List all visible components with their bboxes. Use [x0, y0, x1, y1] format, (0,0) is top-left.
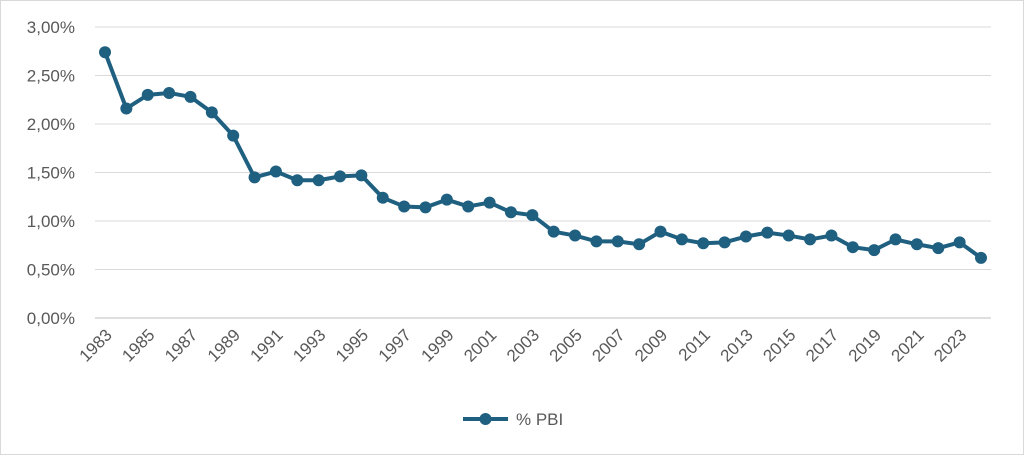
- x-tick-label: 1997: [375, 325, 415, 365]
- data-point: [398, 200, 411, 213]
- data-point: [953, 236, 966, 249]
- y-tick-label: 1,50%: [27, 164, 75, 183]
- x-tick-label: 1983: [76, 325, 116, 365]
- data-point: [975, 251, 987, 264]
- data-point: [99, 46, 111, 59]
- series-line: [103, 51, 983, 260]
- data-point: [355, 169, 368, 182]
- data-point: [739, 230, 752, 243]
- series-layer: [99, 46, 987, 264]
- data-point: [184, 90, 197, 103]
- data-point: [163, 86, 176, 99]
- data-point: [697, 237, 710, 250]
- x-tick-label: 1999: [417, 325, 457, 365]
- x-tick-label: 2007: [588, 325, 628, 365]
- data-point: [868, 244, 881, 257]
- gridlines: [95, 26, 991, 319]
- data-point: [334, 170, 347, 183]
- x-tick-label: 2005: [546, 325, 586, 365]
- y-tick-label: 2,00%: [27, 115, 75, 134]
- x-axis-ticks: 1983 1985 1987 1989 1991 1993 1995 1997 1999 2001…: [76, 325, 971, 365]
- x-tick-label: 2017: [802, 325, 842, 365]
- data-point: [547, 225, 560, 238]
- y-tick-label: 2,50%: [27, 67, 75, 86]
- data-point: [312, 174, 325, 187]
- data-point: [846, 241, 859, 254]
- data-point: [269, 165, 282, 178]
- x-tick-label: 2011: [675, 325, 714, 364]
- data-point: [462, 200, 475, 213]
- data-point: [761, 226, 774, 239]
- x-tick-label: 1989: [204, 325, 244, 365]
- data-point: [932, 242, 945, 255]
- data-point: [504, 206, 517, 219]
- data-point: [675, 233, 688, 246]
- x-tick-label: 2015: [759, 325, 799, 365]
- x-tick-label: 2013: [717, 325, 757, 365]
- data-point: [889, 233, 902, 246]
- data-point: [483, 196, 496, 209]
- y-tick-label: 1,00%: [27, 212, 75, 231]
- data-point: [291, 174, 304, 187]
- x-tick-label: 1987: [161, 325, 201, 365]
- data-point: [782, 229, 795, 242]
- data-point: [569, 229, 582, 242]
- data-point: [205, 106, 218, 119]
- x-tick-label: 2009: [631, 325, 671, 365]
- data-point: [633, 238, 646, 251]
- x-tick-label: 1995: [332, 325, 372, 365]
- data-point: [141, 88, 154, 101]
- data-point: [376, 191, 389, 204]
- x-tick-label: 1991: [247, 325, 287, 365]
- data-point: [248, 171, 261, 184]
- legend-label: % PBI: [516, 410, 563, 429]
- data-point: [227, 129, 240, 142]
- y-axis-ticks: 0,00% 0,50% 1,00% 1,50% 2,00% 2,50% 3,00%: [27, 18, 75, 328]
- data-point: [825, 229, 838, 242]
- x-tick-label: 1993: [289, 325, 329, 365]
- data-point: [654, 225, 667, 238]
- x-tick-label: 1985: [118, 325, 158, 365]
- legend: % PBI: [463, 410, 563, 429]
- x-tick-label: 2003: [503, 325, 543, 365]
- data-point: [804, 233, 817, 246]
- x-tick-label: 2001: [460, 325, 500, 365]
- x-tick-label: 2019: [845, 325, 885, 365]
- data-point: [910, 238, 923, 251]
- data-point: [611, 235, 624, 248]
- data-point: [718, 236, 731, 249]
- x-tick-label: 2021: [888, 325, 928, 365]
- legend-marker: [479, 413, 492, 425]
- data-point: [120, 102, 133, 115]
- data-point: [526, 209, 539, 222]
- data-point: [419, 201, 432, 214]
- y-tick-label: 3,00%: [27, 18, 75, 37]
- y-tick-label: 0,50%: [27, 261, 75, 280]
- y-tick-label: 0,00%: [27, 309, 75, 328]
- data-point: [590, 235, 603, 248]
- data-point: [440, 193, 453, 206]
- x-tick-label: 2023: [930, 325, 970, 365]
